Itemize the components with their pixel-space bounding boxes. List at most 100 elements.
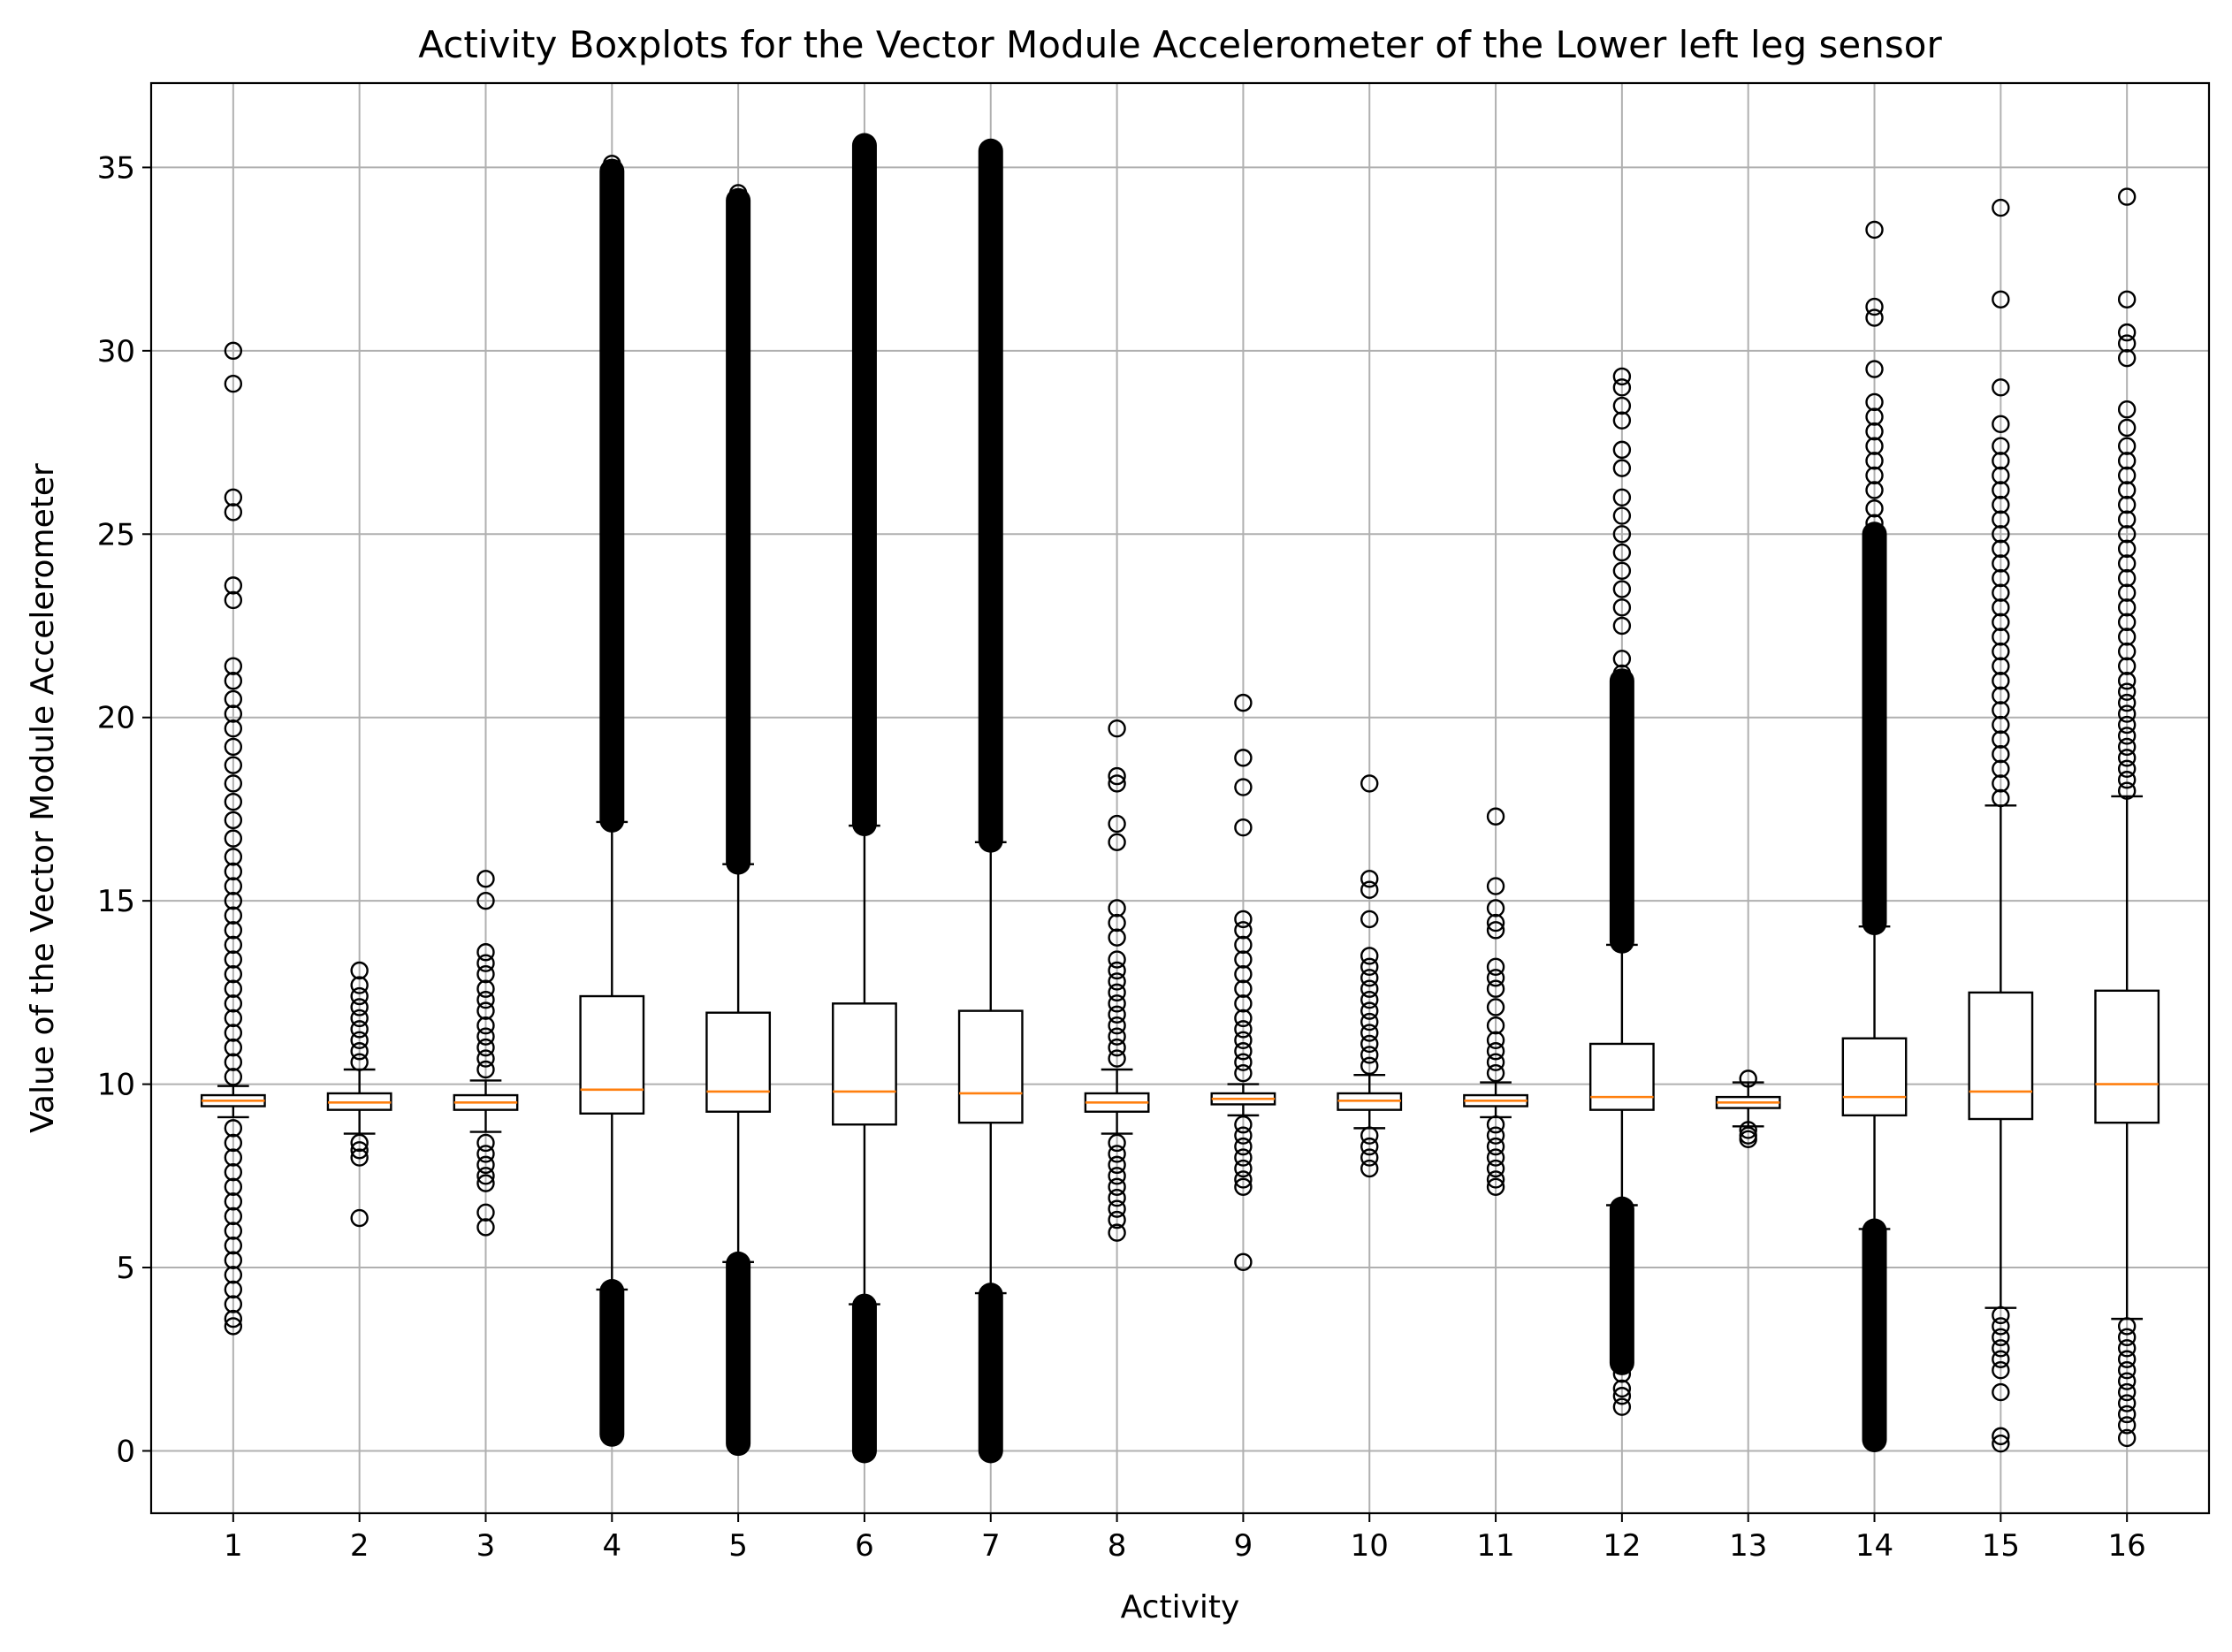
flier-point-9-13: [1234, 818, 1253, 837]
flier-point-15-22: [1992, 466, 2010, 485]
flier-point-15-35: [1992, 1382, 2010, 1402]
flier-point-15-2: [1992, 759, 2010, 779]
y-tick-label-10: 10: [97, 1068, 135, 1103]
flier-point-15-10: [1992, 642, 2010, 661]
flier-point-1-32: [224, 341, 243, 361]
flier-point-16-10: [2117, 672, 2137, 690]
flier-point-2-1: [350, 1042, 369, 1061]
flier-point-8-9: [1108, 950, 1126, 969]
x-tick-label-14: 14: [1855, 1528, 1893, 1564]
flier-point-3-18: [476, 1203, 495, 1222]
flier-point-13-3: [1739, 1130, 1757, 1149]
flier-point-3-11: [476, 891, 495, 910]
flier-point-15-3: [1992, 745, 2010, 764]
flier-point-16-6: [2117, 715, 2137, 735]
flier-point-15-24: [1992, 437, 2010, 455]
flier-point-14-2: [1865, 481, 1884, 499]
flier-point-14-12: [1865, 220, 1884, 240]
flier-point-11-15: [1486, 1126, 1505, 1145]
flier-point-1-17: [224, 811, 243, 830]
flier-point-3-17: [476, 1174, 495, 1192]
flier-point-16-3: [2117, 749, 2137, 767]
x-tick-label-3: 3: [476, 1528, 496, 1564]
flier-point-1-23: [224, 704, 243, 723]
box-12: [1588, 1042, 1655, 1111]
flier-point-1-4: [224, 1009, 243, 1028]
flier-point-2-11: [350, 1148, 369, 1167]
flier-point-12-10: [1612, 459, 1632, 477]
flier-point-8-25: [1108, 1210, 1126, 1229]
flier-point-8-16: [1108, 766, 1126, 786]
flier-point-16-41: [2117, 1394, 2137, 1412]
flier-point-16-9: [2117, 682, 2137, 701]
flier-point-1-33: [224, 1119, 243, 1138]
flier-point-1-11: [224, 906, 243, 925]
flier-point-8-18: [1108, 1133, 1126, 1153]
flier-point-15-30: [1992, 1317, 2010, 1336]
flier-point-8-2: [1108, 1027, 1126, 1046]
flier-point-1-8: [224, 950, 243, 969]
x-tick-label-4: 4: [602, 1528, 621, 1564]
flier-point-1-21: [224, 737, 243, 757]
box-15: [1968, 991, 2034, 1121]
flier-point-2-6: [350, 986, 369, 1006]
flier-point-16-5: [2117, 727, 2137, 745]
y-axis-ticks: 0 5 10 15 20 25 30 35: [97, 150, 151, 1469]
flier-point-8-4: [1108, 1005, 1126, 1024]
flier-point-2-9: [350, 1133, 369, 1153]
flier-point-16-13: [2117, 628, 2137, 646]
flier-point-10-6: [1360, 990, 1379, 1009]
flier-point-2-2: [350, 1031, 369, 1050]
flier-point-10-18: [1360, 1159, 1379, 1178]
box-4: [579, 994, 645, 1115]
flier-point-9-9: [1234, 950, 1253, 969]
flier-point-3-1: [476, 1049, 495, 1068]
flier-point-3-14: [476, 1145, 495, 1163]
flier-point-14-0: [1865, 514, 1884, 533]
flier-point-11-16: [1486, 1137, 1505, 1156]
flier-point-16-21: [2117, 510, 2137, 529]
box-16: [2094, 989, 2160, 1124]
flier-point-1-13: [224, 877, 243, 895]
flier-point-16-20: [2117, 525, 2137, 544]
flier-point-2-7: [350, 976, 369, 994]
flier-point-16-33: [2117, 187, 2137, 206]
flier-point-1-44: [224, 1280, 243, 1299]
chart-title: Activity Boxplots for the Vector Module …: [418, 23, 1942, 66]
flier-point-8-3: [1108, 1016, 1126, 1035]
flier-point-15-32: [1992, 1339, 2010, 1358]
flier-point-9-8: [1234, 964, 1253, 984]
flier-point-15-36: [1992, 1427, 2010, 1446]
flier-point-14-8: [1865, 392, 1884, 412]
flier-point-16-44: [2117, 1428, 2137, 1448]
flier-point-16-30: [2117, 334, 2137, 353]
flier-point-1-16: [224, 829, 243, 848]
flier-point-16-2: [2117, 759, 2137, 779]
flier-point-8-1: [1108, 1038, 1126, 1057]
grid-lines: [151, 83, 2209, 1513]
flier-point-1-42: [224, 1251, 243, 1269]
box-5: [705, 1011, 772, 1113]
flier-point-15-33: [1992, 1350, 2010, 1368]
flier-point-8-10: [1108, 928, 1126, 947]
flier-point-15-23: [1992, 452, 2010, 470]
flier-point-16-17: [2117, 568, 2137, 588]
flier-point-14-11: [1865, 297, 1884, 316]
flier-point-16-16: [2117, 583, 2137, 602]
flier-point-10-14: [1360, 774, 1379, 793]
x-tick-label-1: 1: [224, 1528, 243, 1564]
flier-point-1-7: [224, 964, 243, 984]
flier-point-12-4: [1612, 580, 1632, 598]
flier-point-16-1: [2117, 771, 2137, 789]
flier-point-3-10: [476, 943, 495, 962]
flier-point-16-35: [2117, 1328, 2137, 1347]
x-tick-label-8: 8: [1108, 1528, 1127, 1564]
flier-point-1-3: [224, 1024, 243, 1042]
flier-point-15-16: [1992, 554, 2010, 573]
flier-point-9-16: [1234, 693, 1253, 712]
outlier-points: [224, 133, 2137, 1464]
flier-point-2-3: [350, 1020, 369, 1039]
flier-point-1-25: [224, 672, 243, 690]
flier-point-8-17: [1108, 719, 1126, 738]
